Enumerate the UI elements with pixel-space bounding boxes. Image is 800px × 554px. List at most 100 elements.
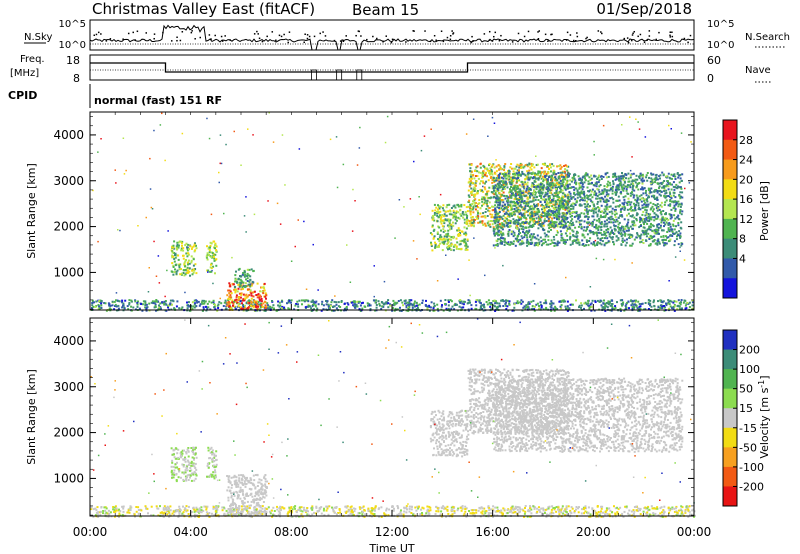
- echo-cell: [509, 241, 512, 244]
- echo-cell: [653, 219, 656, 222]
- echo-cell: [604, 214, 607, 217]
- echo-cell: [522, 230, 524, 233]
- echo-cell: [562, 195, 565, 198]
- echo-cell: [581, 239, 584, 242]
- echo-cell: [489, 213, 492, 216]
- echo-cell: [494, 201, 497, 204]
- echo-cell: [486, 199, 489, 202]
- echo-cell: [444, 218, 447, 221]
- echo-cell: [543, 162, 546, 165]
- nsearch-point: [669, 31, 672, 33]
- echo-cell: [482, 223, 485, 226]
- echo-cell: [566, 309, 569, 312]
- echo-cell: [617, 185, 620, 188]
- echo-cell: [638, 177, 641, 180]
- echo-cell: [515, 180, 518, 183]
- echo-cell: [439, 206, 442, 208]
- echo-cell: [530, 162, 533, 165]
- echo-cell: [369, 308, 372, 310]
- echo-cell: [648, 216, 651, 219]
- echo-cell: [528, 229, 531, 232]
- echo-cell: [609, 197, 612, 200]
- echo-cell: [551, 219, 553, 222]
- echo-cell: [633, 216, 636, 219]
- echo-cell: [608, 189, 611, 192]
- echo-cell: [460, 247, 463, 250]
- echo-cell: [176, 300, 179, 303]
- echo-cell: [672, 223, 675, 226]
- echo-cell: [626, 184, 629, 187]
- echo-cell: [233, 300, 235, 303]
- echo-cell: [484, 211, 487, 213]
- echo-cell: [552, 224, 555, 227]
- echo-cell: [499, 240, 502, 242]
- echo-cell: [507, 172, 510, 175]
- echo-cell: [512, 179, 515, 182]
- echo-cell: [206, 258, 209, 261]
- echo-cell: [632, 220, 635, 223]
- echo-cell: [612, 201, 615, 204]
- echo-cell: [187, 263, 189, 266]
- echo-cell: [237, 278, 240, 281]
- echo-cell: [442, 309, 445, 312]
- echo-cell: [412, 304, 415, 307]
- echo-cell: [487, 209, 490, 212]
- echo-cell: [295, 303, 298, 305]
- echo-cell: [578, 194, 581, 197]
- echo-cell: [569, 243, 572, 246]
- echo-cell: [659, 304, 662, 307]
- echo-cell: [647, 301, 650, 304]
- echo-cell: [415, 308, 418, 311]
- nsearch-label: N.Search: [745, 32, 790, 43]
- echo-cell: [605, 302, 608, 304]
- echo-cell: [643, 203, 646, 206]
- echo-cell: [488, 223, 491, 226]
- echo-cell: [631, 188, 634, 191]
- echo-cell: [642, 231, 645, 234]
- echo-cell: [588, 229, 591, 232]
- echo-cell: [559, 186, 562, 189]
- echo-cell: [186, 255, 189, 258]
- echo-cell: [590, 302, 593, 305]
- nsearch-point: [303, 41, 305, 44]
- echo-cell: [475, 304, 478, 307]
- echo-cell: [549, 164, 552, 167]
- echo-cell: [536, 302, 539, 305]
- echo-cell: [558, 211, 561, 214]
- echo-cell: [645, 211, 648, 214]
- echo-cell: [209, 308, 212, 311]
- echo-cell: [674, 208, 677, 211]
- echo-cell: [455, 210, 458, 213]
- nsearch-point: [470, 41, 472, 44]
- echo-cell: [535, 237, 538, 240]
- echo-cell: [165, 303, 168, 306]
- echo-cell: [206, 302, 209, 305]
- data-gap-marker: [356, 69, 363, 81]
- echo-cell: [536, 163, 539, 166]
- echo-cell: [505, 211, 508, 214]
- echo-cell: [574, 226, 577, 229]
- echo-cell: [586, 225, 589, 228]
- echo-cell: [469, 204, 472, 207]
- echo-cell: [431, 233, 434, 236]
- echo-cell: [488, 207, 491, 209]
- echo-cell: [128, 303, 131, 306]
- echo-cell: [477, 206, 479, 209]
- nsearch-point: [498, 39, 501, 42]
- echo-cell: [623, 198, 626, 201]
- echo-cell: [515, 194, 518, 197]
- echo-cell: [493, 166, 496, 169]
- echo-cell: [554, 206, 557, 209]
- echo-cell: [627, 172, 630, 175]
- echo-cell: [621, 233, 624, 236]
- echo-cell: [555, 173, 558, 176]
- echo-cell: [516, 172, 518, 175]
- echo-cell: [553, 182, 556, 185]
- echo-cell: [496, 195, 499, 198]
- echo-cell: [528, 206, 531, 209]
- echo-cell: [249, 275, 252, 278]
- echo-cell: [585, 229, 587, 232]
- echo-cell: [672, 232, 675, 235]
- echo-cell: [601, 210, 604, 213]
- echo-cell: [431, 249, 434, 252]
